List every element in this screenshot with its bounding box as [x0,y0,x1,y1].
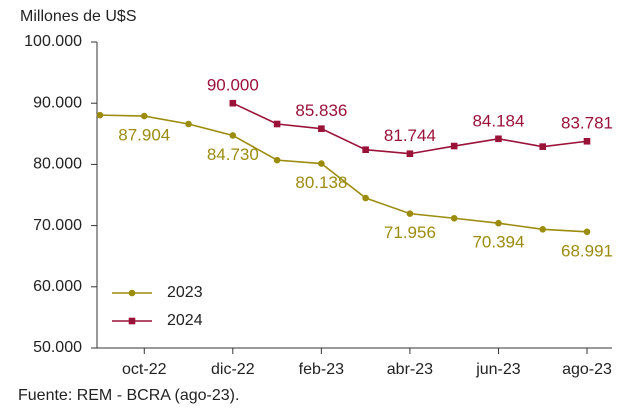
series-line [99,114,588,233]
data-label: 87.904 [118,126,170,145]
data-label: 84.730 [207,145,259,164]
point [583,137,591,145]
point [406,210,414,217]
x-tick-label: abr-23 [387,361,433,378]
point [273,120,281,128]
data-label: 71.956 [384,223,436,242]
data-label: 81.744 [384,126,436,145]
point [495,135,502,143]
x-tick-label: dic-22 [211,361,255,378]
data-label: 90.000 [207,76,259,95]
x-tick-label: jun-23 [475,361,521,378]
data-label: 84.184 [472,111,524,130]
point [450,142,458,150]
data-label: 80.138 [295,173,347,192]
data-label: 68.991 [561,241,613,260]
point [362,194,369,202]
y-tick-label: 50.000 [33,339,82,356]
point [229,99,237,107]
point [140,112,148,120]
point [185,120,192,128]
point [362,146,369,154]
point [406,150,414,158]
point [495,219,502,227]
point [318,125,325,132]
source-note: Fuente: REM - BCRA (ago-23). [18,387,239,404]
point [318,160,325,167]
legend-marker [128,289,136,297]
point [583,228,591,236]
point [539,143,547,150]
data-label: 83.781 [561,114,613,133]
legend-label: 2024 [167,312,203,329]
y-axis-label: Millones de U$S [20,8,137,25]
legend-marker [128,317,136,325]
point [96,111,104,119]
point [539,225,547,233]
y-tick-label: 90.000 [33,94,82,111]
y-tick-label: 70.000 [33,217,82,234]
point [229,132,237,139]
y-tick-label: 100.000 [24,33,82,50]
point [273,156,281,164]
x-tick-label: ago-23 [562,361,612,378]
x-tick-label: feb-23 [299,361,344,378]
y-tick-label: 60.000 [33,278,82,295]
data-label: 85.836 [295,101,347,120]
x-tick-label: oct-22 [122,361,167,378]
data-label: 70.394 [472,233,524,252]
y-tick-label: 80.000 [33,156,82,173]
point [450,214,458,222]
legend-label: 2023 [167,284,203,301]
